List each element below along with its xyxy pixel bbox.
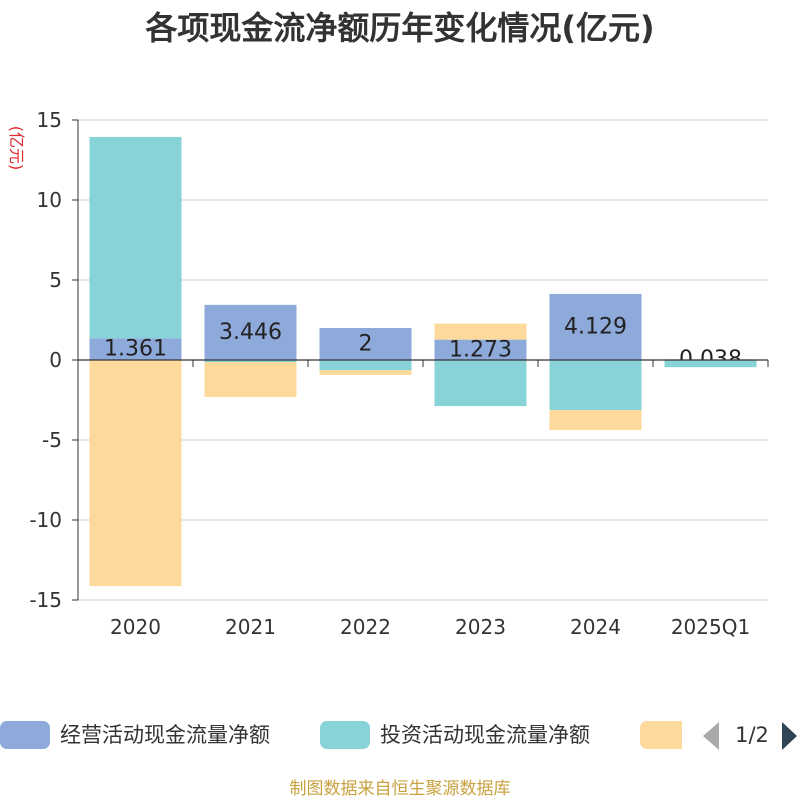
bar-series-0-2020[interactable] — [89, 338, 182, 360]
data-label-2020: 1.361 — [104, 337, 167, 362]
x-tick-label-2023: 2023 — [455, 615, 506, 639]
legend-item-series-1[interactable]: 投资活动现金流量净额 — [320, 721, 590, 749]
y-tick-label: -5 — [42, 428, 62, 452]
x-tick-label-2025Q1: 2025Q1 — [671, 615, 750, 639]
bar-series-2-2024[interactable] — [549, 410, 642, 431]
x-axis: 2020 2021 2022 2023 2024 2025Q1 — [77, 359, 769, 639]
bar-series-2 — [89, 323, 642, 587]
y-tick-label: 0 — [49, 348, 62, 372]
legend-swatch-series-0[interactable] — [0, 721, 50, 749]
bar-series-2-2023[interactable] — [434, 323, 527, 340]
chart-title: 各项现金流净额历年变化情况(亿元) — [145, 9, 654, 47]
legend-swatch-series-1[interactable] — [320, 721, 370, 749]
x-tick-label-2022: 2022 — [340, 615, 391, 639]
y-tick-label: -10 — [29, 508, 62, 532]
legend-next-page-icon[interactable] — [782, 722, 797, 750]
bar-series-1-2025Q1[interactable] — [664, 360, 757, 368]
legend-pager: 1/2 — [703, 722, 797, 750]
bar-series-2-2021[interactable] — [204, 362, 297, 397]
y-axis-unit-label: (亿元) — [7, 126, 26, 171]
data-label-2024: 4.129 — [564, 314, 627, 339]
bar-series-2-2020[interactable] — [89, 360, 182, 587]
legend-swatch-series-2[interactable] — [640, 721, 690, 749]
legend-page-indicator: 1/2 — [735, 723, 769, 747]
legend: 经营活动现金流量净额 投资活动现金流量净额 1/2 — [0, 721, 797, 750]
data-label-2021: 3.446 — [219, 320, 282, 345]
legend-label-series-1[interactable]: 投资活动现金流量净额 — [380, 723, 590, 747]
x-tick-label-2021: 2021 — [225, 615, 276, 639]
bar-series-0-2024[interactable] — [549, 293, 642, 360]
y-tick-label: 15 — [37, 108, 62, 132]
y-axis: 15 10 5 0 -5 -10 -15 — [29, 108, 79, 612]
bar-series-0-2022[interactable] — [319, 328, 412, 360]
legend-item-series-2[interactable] — [640, 721, 690, 749]
bar-series-0 — [89, 293, 757, 360]
bar-series-0-2021[interactable] — [204, 304, 297, 360]
data-label-2023: 1.273 — [449, 337, 512, 362]
bar-series-0-2023[interactable] — [434, 339, 527, 360]
footer-source-note: 制图数据来自恒生聚源数据库 — [290, 779, 511, 799]
y-tick-label: 5 — [49, 268, 62, 292]
bar-series-1-2020[interactable] — [89, 136, 182, 339]
bar-series-1-2024[interactable] — [549, 360, 642, 411]
legend-item-series-0[interactable]: 经营活动现金流量净额 — [0, 721, 270, 749]
x-tick-label-2020: 2020 — [110, 615, 161, 639]
bar-series-1-2022[interactable] — [319, 360, 412, 371]
legend-prev-page-icon[interactable] — [703, 722, 719, 750]
bar-series-2-2022[interactable] — [319, 370, 412, 376]
y-tick-label: 10 — [37, 188, 62, 212]
bar-series-1-2021[interactable] — [204, 360, 297, 363]
data-label-2022: 2 — [359, 332, 373, 357]
x-tick-label-2024: 2024 — [570, 615, 621, 639]
legend-label-series-0[interactable]: 经营活动现金流量净额 — [60, 723, 270, 747]
bar-series-1 — [89, 136, 757, 411]
y-tick-label: -15 — [29, 588, 62, 612]
bar-series-1-2023[interactable] — [434, 360, 527, 407]
